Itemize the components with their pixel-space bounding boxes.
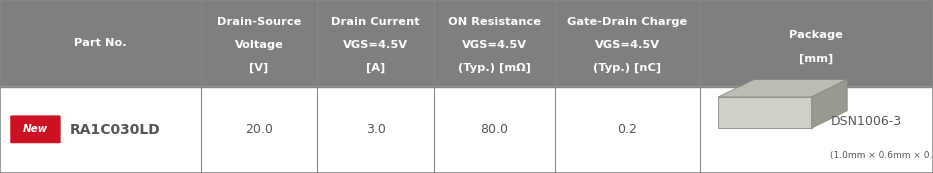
- Text: VGS=4.5V: VGS=4.5V: [462, 40, 527, 50]
- Text: Voltage: Voltage: [234, 40, 284, 50]
- Text: Package: Package: [789, 30, 843, 40]
- Polygon shape: [718, 80, 847, 97]
- Text: Part No.: Part No.: [74, 38, 127, 48]
- Text: (Typ.) [nC]: (Typ.) [nC]: [593, 62, 661, 73]
- Bar: [0, 0, 933, 86]
- Text: 0.2: 0.2: [618, 123, 637, 136]
- Text: Drain Current: Drain Current: [331, 17, 420, 28]
- Text: (Typ.) [mΩ]: (Typ.) [mΩ]: [458, 62, 531, 73]
- Text: 80.0: 80.0: [480, 123, 508, 136]
- Text: ON Resistance: ON Resistance: [448, 17, 541, 28]
- Polygon shape: [812, 80, 847, 128]
- Text: RA1C030LD: RA1C030LD: [70, 123, 160, 137]
- Text: DSN1006-3: DSN1006-3: [830, 115, 901, 128]
- Text: [mm]: [mm]: [800, 54, 833, 64]
- Bar: [0, 86, 933, 173]
- FancyBboxPatch shape: [10, 115, 61, 143]
- Polygon shape: [718, 97, 812, 128]
- Text: [A]: [A]: [366, 62, 385, 73]
- Text: 3.0: 3.0: [366, 123, 385, 136]
- Text: VGS=4.5V: VGS=4.5V: [595, 40, 660, 50]
- Text: (1.0mm × 0.6mm × 0.22mm): (1.0mm × 0.6mm × 0.22mm): [830, 151, 933, 160]
- Text: VGS=4.5V: VGS=4.5V: [343, 40, 408, 50]
- Text: [V]: [V]: [249, 62, 269, 73]
- Text: Gate-Drain Charge: Gate-Drain Charge: [567, 17, 688, 28]
- Text: 20.0: 20.0: [245, 123, 272, 136]
- Text: Drain-Source: Drain-Source: [216, 17, 301, 28]
- Text: New: New: [22, 124, 49, 134]
